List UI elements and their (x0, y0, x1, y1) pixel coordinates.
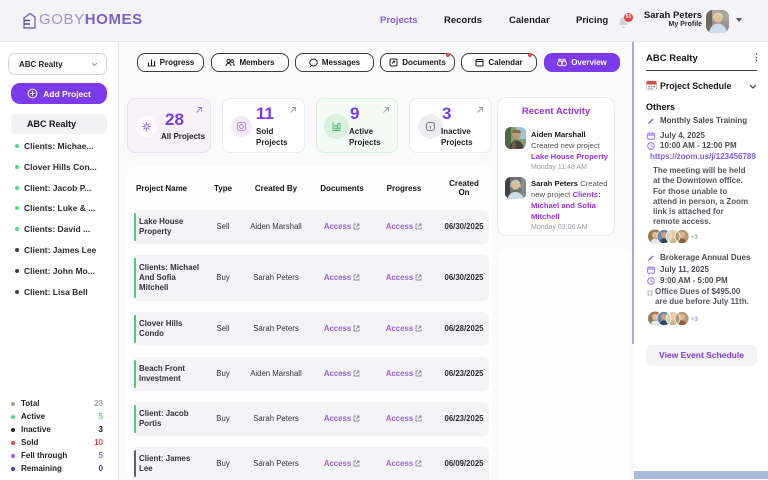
svg-text:+3: +3 (691, 235, 699, 241)
svg-text:+3: +3 (691, 317, 699, 323)
